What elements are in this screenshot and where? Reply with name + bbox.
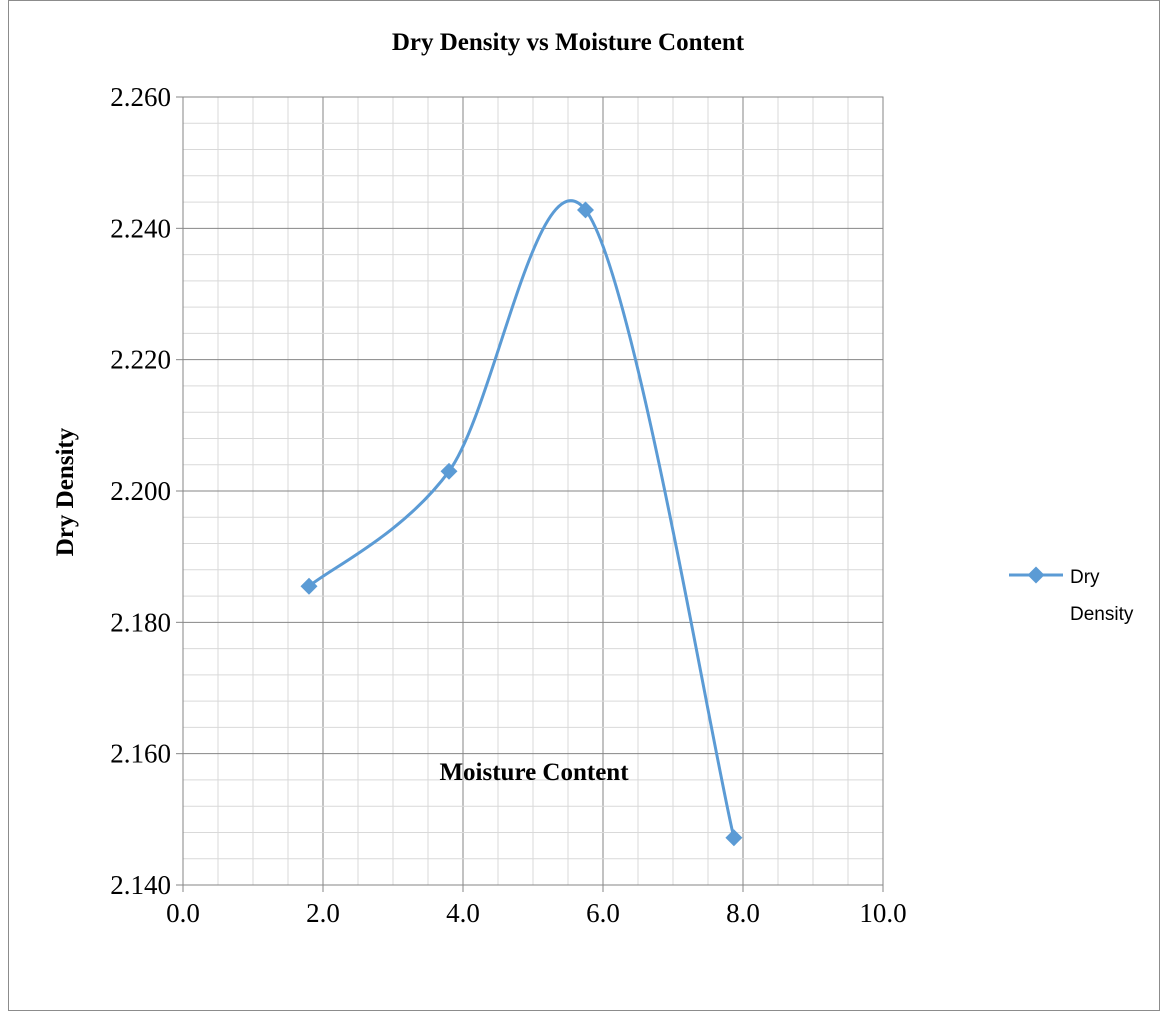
y-tick-label: 2.180 xyxy=(110,607,171,637)
y-tick-labels: 2.140 2.160 2.180 2.200 2.220 2.240 2.260 xyxy=(110,82,183,900)
x-tick-label: 4.0 xyxy=(446,898,480,928)
data-point-marker xyxy=(440,462,458,480)
x-tick-label: 8.0 xyxy=(726,898,760,928)
legend-marker xyxy=(1027,566,1045,584)
data-point-marker xyxy=(300,577,318,595)
y-tick-label: 2.200 xyxy=(110,476,171,506)
y-tick-label: 2.140 xyxy=(110,870,171,900)
y-tick-label: 2.260 xyxy=(110,82,171,112)
y-axis-label: Dry Density xyxy=(52,427,79,556)
chart-title: Dry Density vs Moisture Content xyxy=(392,29,745,56)
chart-area xyxy=(8,0,1160,1011)
data-point-marker xyxy=(577,201,594,219)
legend-label-line1: Dry xyxy=(1070,567,1100,588)
legend: Dry Density xyxy=(1009,566,1134,625)
y-tick-label: 2.220 xyxy=(110,345,171,375)
data-point-marker xyxy=(725,829,743,847)
x-tick-labels: 0.0 2.0 4.0 6.0 8.0 10.0 xyxy=(166,885,907,928)
series-layer xyxy=(300,199,743,847)
x-tick-label: 2.0 xyxy=(306,898,340,928)
x-tick-label: 0.0 xyxy=(166,898,200,928)
y-tick-label: 2.240 xyxy=(110,213,171,243)
series-line xyxy=(308,199,736,839)
x-axis-label: Moisture Content xyxy=(439,759,629,786)
legend-label-line2: Density xyxy=(1070,604,1134,625)
x-tick-label: 10.0 xyxy=(859,898,906,928)
y-tick-label: 2.160 xyxy=(110,739,171,769)
x-tick-label: 6.0 xyxy=(586,898,620,928)
